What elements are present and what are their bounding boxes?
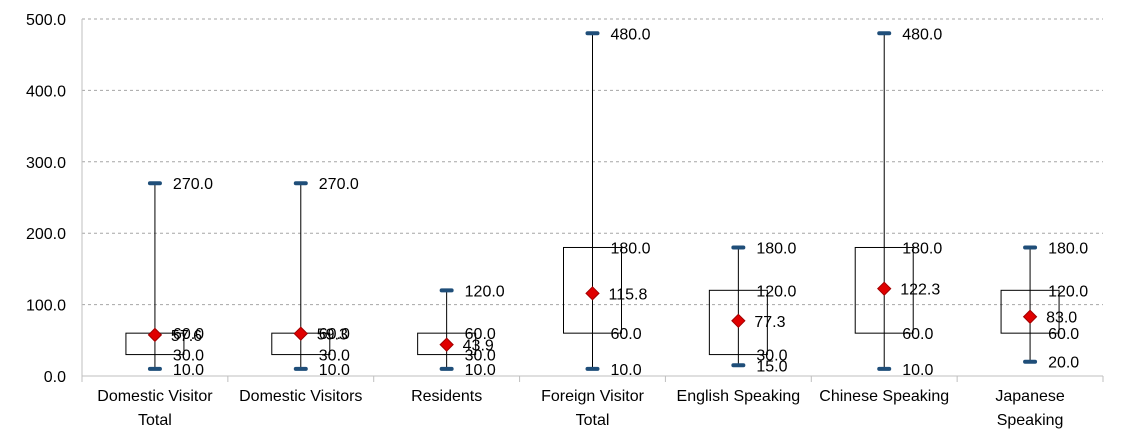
q1-data-label: 60.0: [611, 326, 642, 343]
q1-data-label: 30.0: [756, 348, 787, 365]
max-data-label: 120.0: [465, 283, 505, 300]
min-data-label: 15.0: [756, 358, 787, 375]
q3-data-label: 60.0: [173, 326, 204, 343]
x-category-label: Total: [576, 412, 610, 429]
x-category-label: Japanese: [995, 388, 1064, 405]
q3-data-label: 60.0: [465, 326, 496, 343]
q3-data-label: 180.0: [902, 240, 942, 257]
min-data-label: 20.0: [1048, 355, 1079, 372]
x-category-label: English Speaking: [677, 388, 801, 405]
max-data-label: 180.0: [1048, 240, 1088, 257]
mean-data-label: 115.8: [609, 286, 648, 303]
q3-data-label: 60.0: [319, 326, 350, 343]
mean-data-label: 43.9: [463, 338, 494, 355]
max-data-label: 480.0: [902, 26, 942, 43]
x-category-label: Total: [138, 412, 172, 429]
min-data-label: 10.0: [173, 362, 204, 379]
mean-marker: [147, 327, 163, 343]
y-tick-label: 0.0: [44, 369, 66, 386]
x-category-label: Chinese Speaking: [819, 388, 949, 405]
mean-data-label: 83.0: [1046, 310, 1077, 327]
q1-data-label: 30.0: [173, 348, 204, 365]
y-tick-label: 100.0: [26, 298, 66, 315]
mean-marker: [585, 286, 600, 301]
mean-marker: [731, 313, 746, 329]
max-data-label: 270.0: [173, 176, 213, 193]
q3-data-label: 180.0: [611, 240, 651, 257]
max-data-label: 480.0: [611, 26, 651, 43]
x-category-label: Speaking: [997, 412, 1064, 429]
y-tick-label: 500.0: [26, 12, 66, 29]
y-tick-label: 300.0: [26, 155, 66, 172]
max-data-label: 180.0: [756, 240, 796, 257]
y-tick-label: 200.0: [26, 226, 66, 243]
max-data-label: 270.0: [319, 176, 359, 193]
mean-marker: [439, 337, 454, 352]
mean-data-label: 59.3: [317, 327, 348, 344]
min-data-label: 10.0: [611, 362, 642, 379]
mean-data-label: 77.3: [754, 314, 785, 331]
x-category-label: Foreign Visitor: [541, 388, 645, 405]
q1-data-label: 30.0: [319, 348, 350, 365]
mean-data-label: 57.6: [171, 328, 202, 345]
q3-data-label: 120.0: [1048, 283, 1088, 300]
mean-marker: [877, 281, 892, 296]
q1-data-label: 60.0: [1048, 326, 1079, 343]
q1-data-label: 60.0: [902, 326, 933, 343]
mean-marker: [293, 326, 308, 341]
x-category-label: Domestic Visitors: [239, 388, 362, 405]
mean-data-label: 122.3: [900, 282, 940, 299]
min-data-label: 10.0: [319, 362, 350, 379]
min-data-label: 10.0: [465, 362, 496, 379]
q3-data-label: 120.0: [756, 283, 796, 300]
min-data-label: 10.0: [902, 362, 933, 379]
x-category-label: Domestic Visitor: [97, 388, 213, 405]
x-category-label: Residents: [411, 388, 482, 405]
mean-marker: [1022, 309, 1038, 324]
q1-data-label: 30.0: [465, 348, 496, 365]
y-tick-label: 400.0: [26, 83, 66, 100]
